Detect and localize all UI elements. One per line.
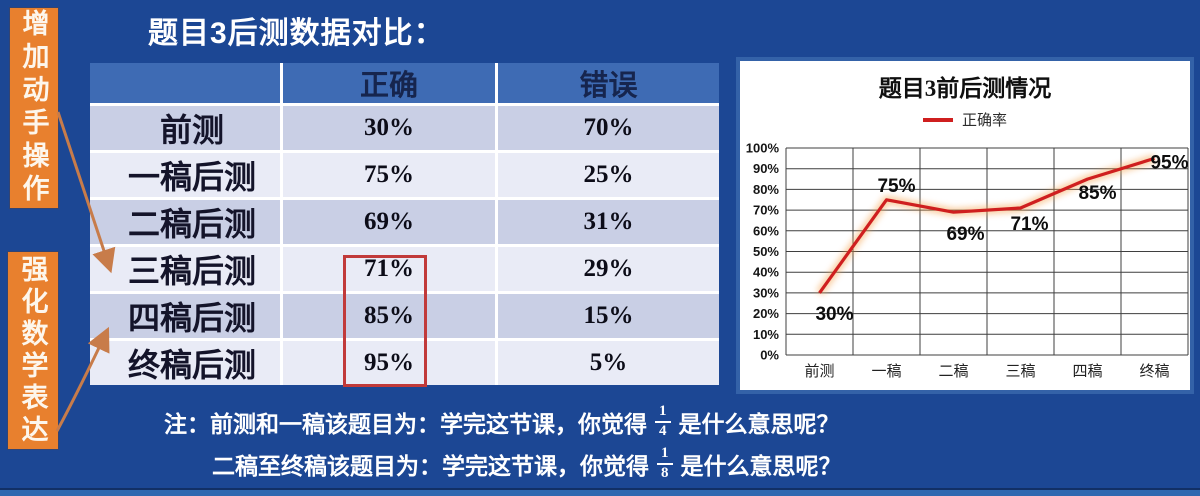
data-point-label: 69% xyxy=(946,224,984,245)
side-label-hands-on-text: 增加动手操作 xyxy=(18,9,49,207)
data-point-label: 71% xyxy=(1010,214,1048,235)
table-cell-wrong: 25% xyxy=(498,153,719,197)
y-axis-tick-label: 30% xyxy=(753,285,779,300)
y-axis-tick-label: 20% xyxy=(753,306,779,321)
note-1-prefix: 注：前测和一稿该题目为：学完这节课，你觉得 xyxy=(164,412,647,437)
y-axis-tick-label: 0% xyxy=(760,348,779,363)
table-cell-wrong: 5% xyxy=(498,341,719,385)
y-axis-tick-label: 50% xyxy=(753,244,779,259)
side-label-hands-on: 增加动手操作 xyxy=(10,8,58,208)
x-axis-tick-label: 前测 xyxy=(804,363,834,380)
y-axis-tick-label: 70% xyxy=(753,203,779,218)
table-row-label: 前测 xyxy=(90,106,280,150)
table-row-label: 三稿后测 xyxy=(90,247,280,291)
table-header-correct: 正确 xyxy=(283,63,495,103)
table-cell-correct: 75% xyxy=(283,153,495,197)
data-point-label: 85% xyxy=(1078,183,1116,204)
side-label-math-expression: 强化数学表达 xyxy=(8,252,58,449)
note-line-2: 二稿至终稿该题目为：学完这节课，你觉得 1 8 是什么意思呢？ xyxy=(212,442,842,486)
data-point-label: 75% xyxy=(877,176,915,197)
note-2-suffix: 是什么意思呢？ xyxy=(680,454,842,479)
fraction-one-quarter: 1 4 xyxy=(655,403,671,440)
table-cell-wrong: 31% xyxy=(498,200,719,244)
chart-title: 题目3前后测情况 xyxy=(878,76,1052,101)
x-axis-tick-label: 终稿 xyxy=(1139,363,1169,380)
y-axis-tick-label: 10% xyxy=(753,327,779,342)
page-title: 题目3后测数据对比： xyxy=(148,17,445,50)
chart-legend: 正确率 xyxy=(740,109,1190,130)
table-cell-wrong: 15% xyxy=(498,294,719,338)
x-axis-tick-label: 三稿 xyxy=(1005,363,1035,380)
x-axis-tick-label: 四稿 xyxy=(1072,363,1102,380)
table-cell-correct: 69% xyxy=(283,200,495,244)
y-axis-tick-label: 100% xyxy=(746,141,780,156)
table-row-label: 终稿后测 xyxy=(90,341,280,385)
table-row-label: 二稿后测 xyxy=(90,200,280,244)
data-point-label: 95% xyxy=(1150,152,1188,173)
legend-label: 正确率 xyxy=(961,113,1007,129)
table-cell-correct: 95% xyxy=(283,341,495,385)
note-2-prefix: 二稿至终稿该题目为：学完这节课，你觉得 xyxy=(212,454,649,479)
table-header-empty xyxy=(90,63,280,103)
highlight-box xyxy=(343,255,427,387)
y-axis-tick-label: 90% xyxy=(753,161,779,176)
table-header-wrong: 错误 xyxy=(498,63,719,103)
note-line-1: 注：前测和一稿该题目为：学完这节课，你觉得 1 4 是什么意思呢？ xyxy=(164,400,840,444)
table-cell-correct: 85% xyxy=(283,294,495,338)
y-axis-tick-label: 40% xyxy=(753,265,779,280)
y-axis-tick-label: 80% xyxy=(753,182,779,197)
table-row-label: 一稿后测 xyxy=(90,153,280,197)
table-cell-wrong: 29% xyxy=(498,247,719,291)
fraction-one-eighth: 1 8 xyxy=(657,445,673,482)
line-chart: 0% 10% 20% 30% 40% 50% 60% 70% 80% 90% 100% 前测 一稿 二稿 三… xyxy=(746,141,1189,381)
table-cell-wrong: 70% xyxy=(498,106,719,150)
table-row-label: 四稿后测 xyxy=(90,294,280,338)
x-axis-tick-label: 一稿 xyxy=(871,363,901,380)
x-axis-tick-label: 二稿 xyxy=(938,363,968,380)
legend-line-swatch xyxy=(922,117,953,122)
table-cell-correct: 30% xyxy=(283,106,495,150)
chart-panel: 题目3前后测情况 正确率 0% 10% 20% 30% 40% 50% 60% 70% 80% 9… xyxy=(736,57,1194,394)
side-label-math-expression-text: 强化数学表达 xyxy=(17,254,48,447)
bottom-divider-line xyxy=(0,488,1200,490)
data-point-label: 30% xyxy=(815,304,853,325)
y-axis-tick-label: 60% xyxy=(753,223,779,238)
data-table: 正确 错误 前测 30% 70% 一稿后测 75% 25% 二稿后测 69% 3… xyxy=(90,63,719,385)
bottom-strip xyxy=(0,490,1200,496)
note-1-suffix: 是什么意思呢？ xyxy=(678,412,840,437)
series-line-accuracy xyxy=(818,156,1155,294)
table-cell-correct: 71% xyxy=(283,247,495,291)
